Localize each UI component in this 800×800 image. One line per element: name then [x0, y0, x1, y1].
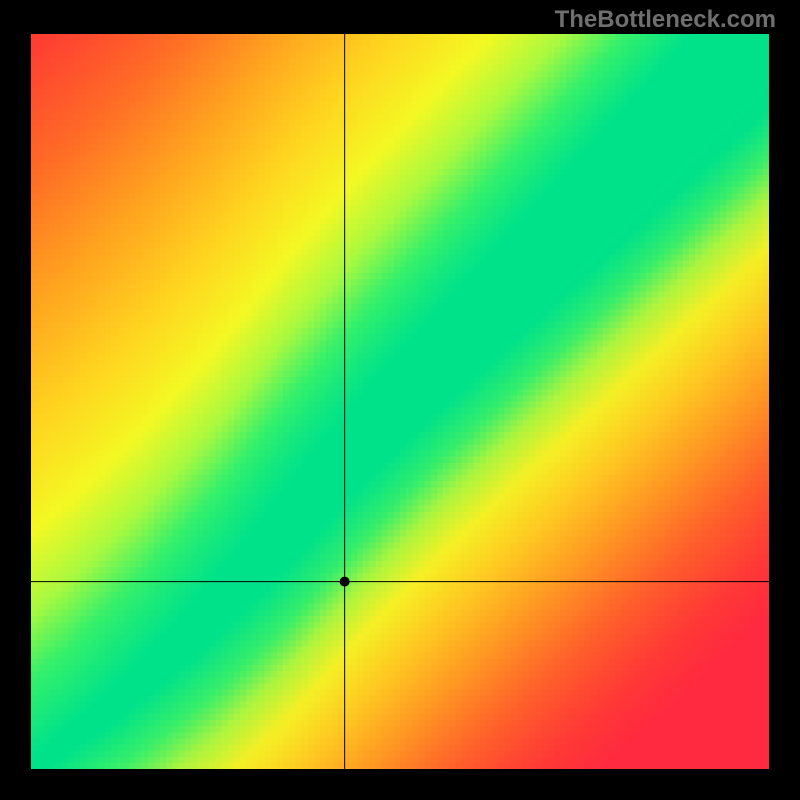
watermark-text: TheBottleneck.com [555, 6, 776, 34]
bottleneck-heatmap [31, 34, 769, 769]
chart-container: { "watermark": { "text": "TheBottleneck.… [0, 0, 800, 800]
